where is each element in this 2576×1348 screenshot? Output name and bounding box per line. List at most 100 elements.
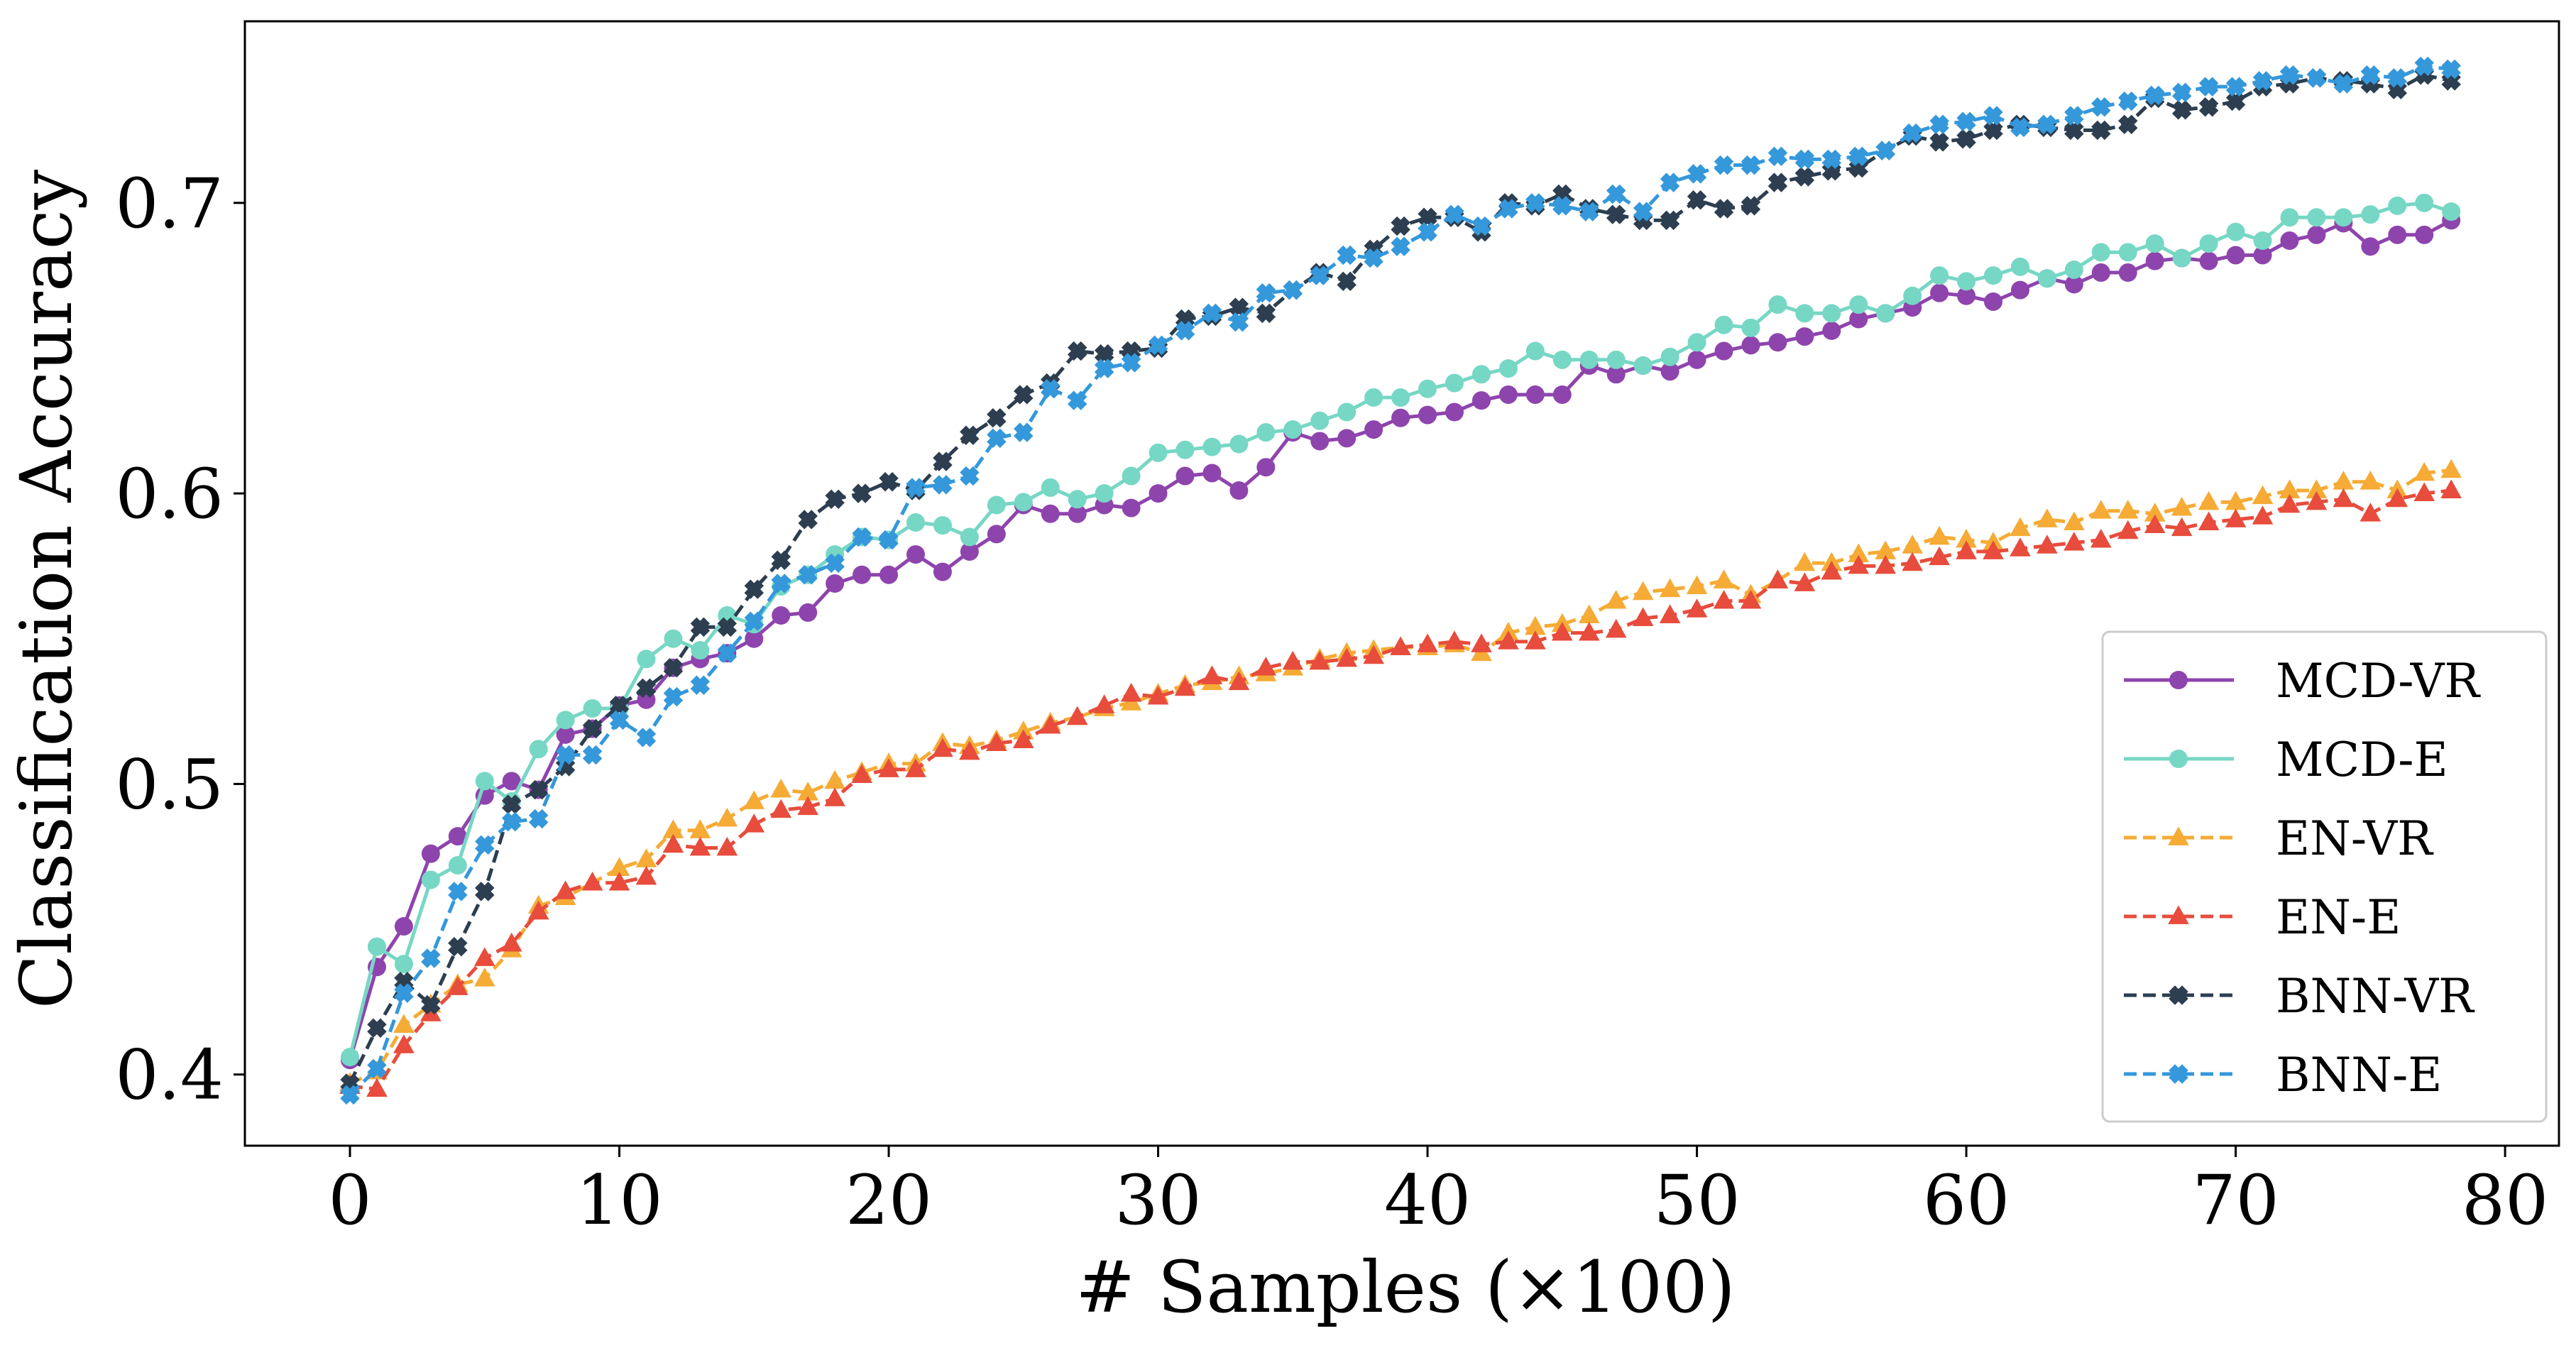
data-point [1148,335,1168,356]
data-point [906,478,926,498]
data-point [582,718,603,739]
data-point [1014,493,1033,512]
data-point [1067,341,1087,361]
data-point [2226,222,2245,241]
data-point [1418,379,1437,398]
data-point [1767,146,1788,167]
data-point [2171,517,2193,537]
data-point [1660,210,1680,231]
data-point [1122,466,1141,486]
data-point [2117,520,2139,539]
data-point [2441,59,2461,80]
data-point [664,629,683,648]
y-tick-label: 0.5 [115,745,224,824]
data-point [1229,481,1249,500]
data-point [393,1034,415,1053]
data-point [1578,621,1600,641]
data-point [1445,402,1464,422]
data-point [2063,511,2085,530]
data-point [1714,155,1734,175]
data-point [527,900,549,920]
x-tick-label: 80 [2462,1161,2548,1240]
data-point [2198,491,2220,510]
data-point [2145,251,2164,270]
data-point [2225,491,2247,510]
data-point [1418,405,1437,424]
data-point [2037,269,2056,288]
data-point [1094,358,1114,378]
data-point [663,657,684,678]
data-point [2361,237,2380,256]
data-point [2145,85,2165,106]
data-point [1768,333,1787,352]
data-point [528,809,549,829]
data-point [2198,77,2219,97]
data-point [1282,650,1304,670]
data-point [2198,97,2219,117]
data-point [2413,461,2435,481]
data-point [2279,65,2300,85]
data-point [473,947,495,966]
data-point [2360,65,2381,85]
x-tick-label: 0 [328,1161,371,1240]
legend-box [2101,630,2548,1123]
data-point [1174,676,1196,696]
data-point [933,516,952,535]
series-bnn-e [340,56,2461,1105]
data-point [2064,260,2083,279]
data-point [1713,589,1735,609]
data-point [608,871,630,891]
legend-marker [2169,671,2188,689]
data-point [1822,304,1841,323]
data-point [2118,263,2137,283]
data-point [987,428,1007,449]
data-point [2225,91,2246,111]
data-point [1310,265,1330,285]
data-point [1498,199,1518,219]
data-point [1445,204,1464,224]
data-point [1929,546,1950,566]
data-point [2279,479,2301,498]
data-point [2307,225,2326,244]
data-point [2171,496,2193,516]
legend-item: BNN-E [2124,1048,2442,1102]
data-point [1337,429,1356,448]
data-point [932,738,953,757]
data-point [2333,74,2354,94]
data-point [851,764,872,784]
data-point [1848,554,1870,574]
data-point [1849,309,1868,329]
data-point [1930,283,1949,302]
data-point [1687,350,1706,369]
data-point [1418,207,1437,228]
data-point [2225,77,2246,97]
data-point [583,699,602,718]
data-point [1929,132,1949,152]
data-point [1149,484,1168,503]
data-point [2280,231,2299,251]
data-point [1391,216,1410,236]
x-tick-label: 10 [576,1161,662,1240]
data-point [2118,114,2138,135]
data-point [1848,146,1868,167]
data-point [2226,246,2245,265]
data-point [1337,271,1356,292]
data-point [1984,266,2003,285]
data-point [2145,234,2164,253]
data-point [1149,443,1168,462]
data-point [394,983,414,1003]
data-point [1552,385,1572,404]
data-point [1795,327,1814,346]
data-point [1445,373,1464,393]
data-point [1068,504,1087,523]
data-point [1309,650,1331,670]
data-point [2091,120,2111,141]
data-point [2253,231,2272,251]
x-tick-label: 40 [1384,1161,1471,1240]
data-point [770,799,792,818]
y-tick-label: 0.7 [115,164,224,243]
series-mcd-e [341,193,2461,1067]
data-point [1391,236,1410,256]
data-point [1095,484,1114,503]
data-point [1364,420,1383,439]
